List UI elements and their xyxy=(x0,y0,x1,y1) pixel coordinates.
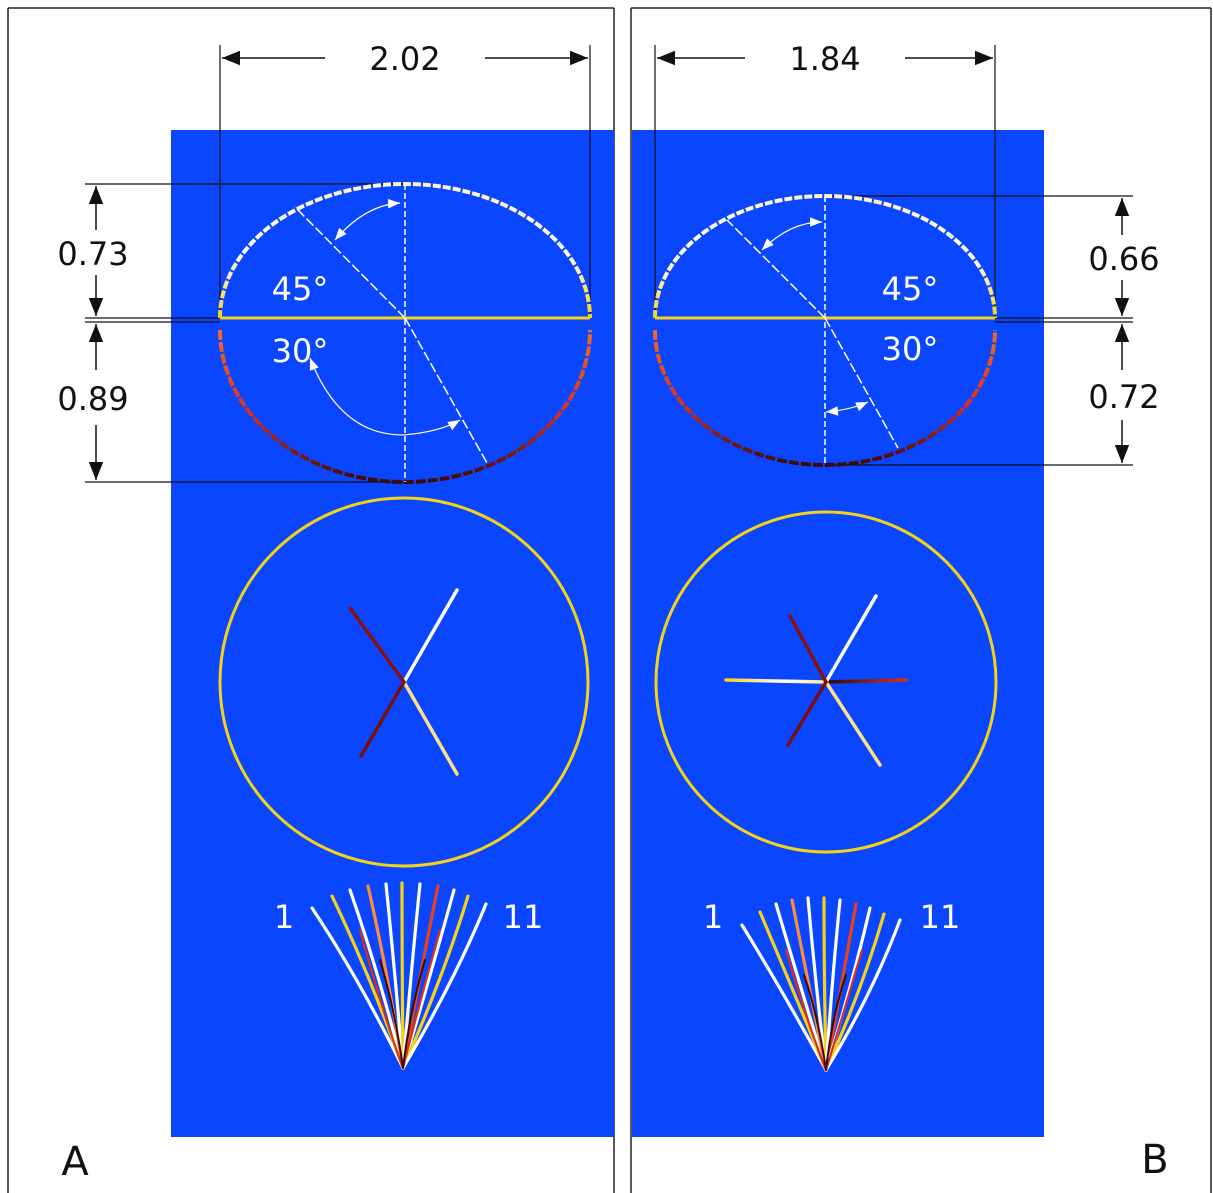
panel-a-angle-lower-label: 30° xyxy=(272,332,329,370)
panel-a-label: A xyxy=(61,1139,89,1185)
panel-a: 2.02 0.73 0.89 45° 30° xyxy=(57,40,614,1185)
panel-b-background xyxy=(632,130,1044,1137)
panel-b-lower-arc xyxy=(653,329,997,467)
panel-a-star xyxy=(294,588,488,776)
panel-b-fan-last-label: 11 xyxy=(920,898,961,936)
panel-b-angle-lower-label: 30° xyxy=(882,330,939,368)
panel-b-cross-section-circle xyxy=(654,510,998,854)
panel-b-angle-upper-label: 45° xyxy=(882,270,939,308)
panel-a-width-label: 2.02 xyxy=(369,40,440,78)
panel-b-fan-first-label: 1 xyxy=(703,898,723,936)
panel-b-lower-height-label: 0.72 xyxy=(1088,378,1159,416)
panel-a-lower-height-label: 0.89 xyxy=(57,380,128,418)
panel-a-upper-height-label: 0.73 xyxy=(57,235,128,273)
panel-a-cross-section-circle xyxy=(218,496,590,868)
panel-b-upper-height-label: 0.66 xyxy=(1088,240,1159,278)
panel-a-fan-last-label: 11 xyxy=(503,898,544,936)
panel-b: 1.84 0.66 0.72 45° 30° xyxy=(632,40,1169,1183)
panel-b-label: B xyxy=(1141,1137,1168,1183)
panel-a-angle-upper-label: 45° xyxy=(272,270,329,308)
panel-a-fan xyxy=(310,881,488,1070)
panel-b-width-label: 1.84 xyxy=(789,40,860,78)
panel-b-fan xyxy=(740,896,902,1072)
panel-a-background xyxy=(171,130,614,1137)
panel-a-fan-first-label: 1 xyxy=(274,898,294,936)
panel-b-star xyxy=(724,594,908,767)
